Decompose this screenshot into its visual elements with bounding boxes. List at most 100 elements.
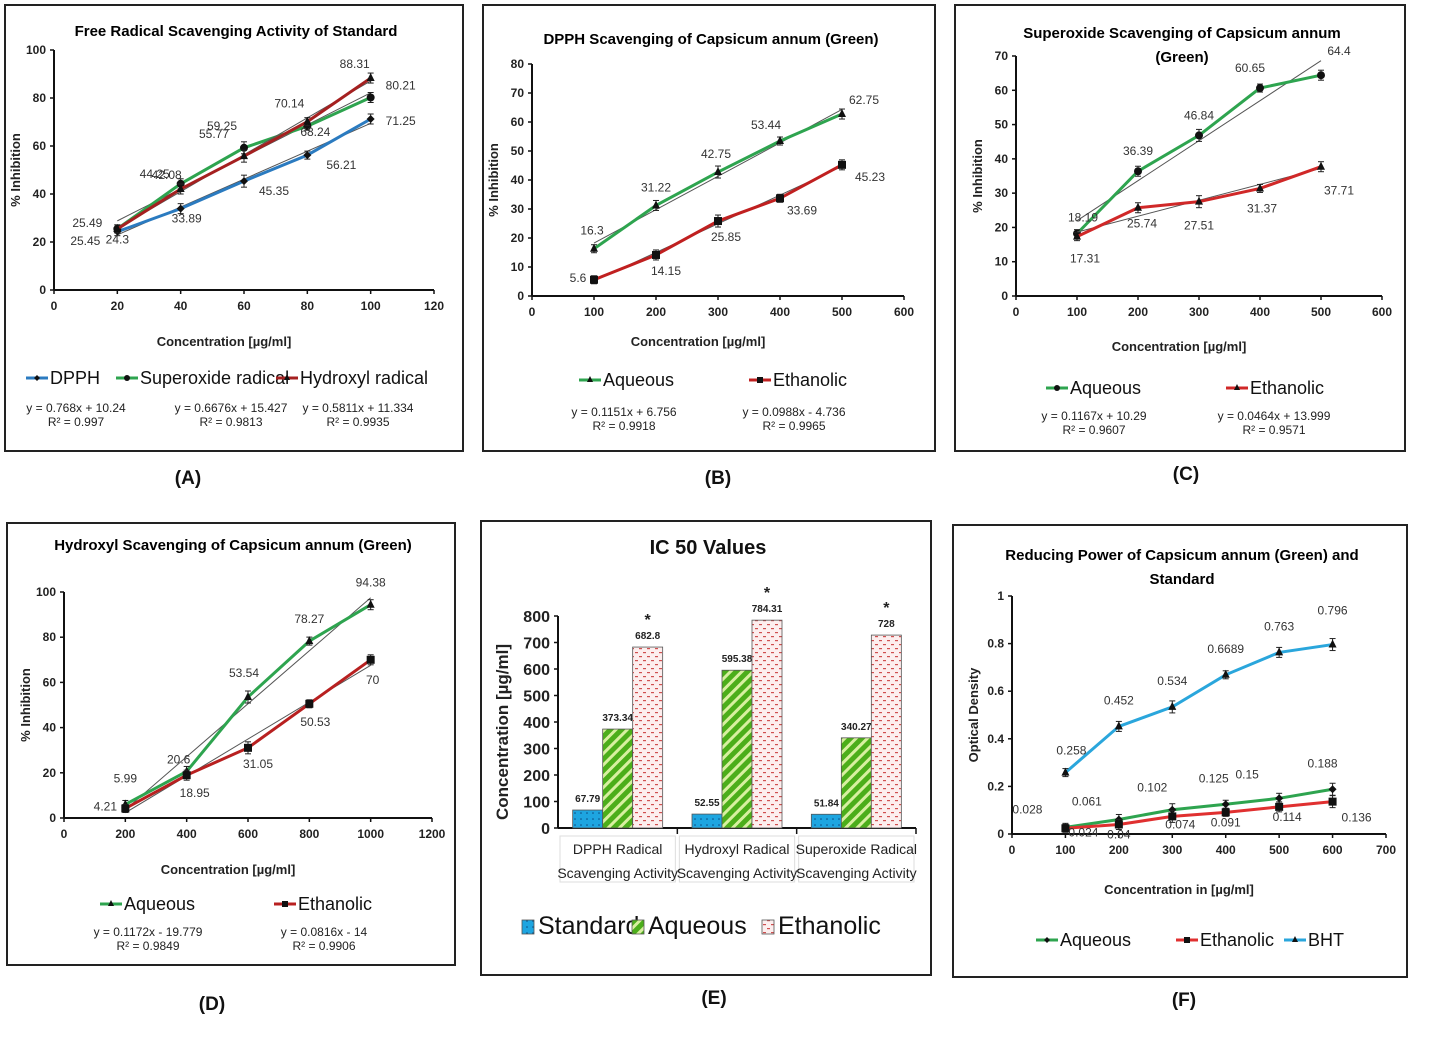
x-axis-label: Concentration [µg/ml]	[631, 334, 766, 349]
data-point	[1317, 71, 1325, 80]
x-tick-label: 100	[1055, 843, 1075, 857]
y-tick-label: 600	[523, 662, 550, 679]
data-point	[1114, 721, 1123, 730]
y-axis-label: % Inhibition	[18, 668, 33, 742]
y-tick-label: 10	[511, 260, 525, 274]
data-label: 5.99	[114, 771, 138, 785]
trend-equation: y = 0.1167x + 10.29	[1041, 409, 1147, 423]
y-tick-label: 0.8	[987, 637, 1004, 651]
data-label: 4.21	[94, 799, 118, 813]
data-point	[1073, 231, 1081, 240]
trend-equation: y = 0.5811x + 11.334	[303, 401, 414, 415]
legend-label: DPPH	[50, 368, 100, 388]
significance-asterisk: *	[645, 612, 652, 629]
x-tick-label: 120	[424, 299, 444, 313]
x-tick-label: 20	[111, 299, 125, 313]
data-label: 25.74	[1127, 217, 1157, 231]
legend-label: Ethanolic	[773, 370, 847, 390]
panel-label-f: (F)	[1171, 990, 1197, 1011]
y-tick-label: 1	[997, 589, 1004, 603]
data-label: 0.114	[1273, 810, 1302, 824]
panel-b: DPPH Scavenging of Capsicum annum (Green…	[482, 4, 936, 452]
legend-label: Ethanolic	[1250, 378, 1324, 398]
trendline	[125, 597, 371, 811]
y-tick-label: 500	[523, 689, 550, 706]
data-point	[366, 655, 375, 664]
trend-equation: y = 0.6676x + 15.427	[175, 401, 288, 415]
data-label: 0.102	[1137, 781, 1167, 795]
r-squared: R² = 0.9918	[592, 419, 655, 433]
y-tick-label: 60	[511, 115, 525, 129]
data-label: 42.08	[152, 168, 182, 182]
data-label: 0.136	[1342, 811, 1372, 825]
data-label: 24.3	[106, 233, 130, 247]
y-tick-label: 400	[523, 715, 550, 732]
y-tick-label: 60	[43, 675, 57, 689]
data-point	[240, 177, 248, 186]
data-label: 33.69	[787, 203, 817, 217]
data-label: 62.75	[849, 93, 879, 107]
series-line-ethanolic	[1065, 800, 1333, 830]
data-point	[244, 743, 252, 752]
data-point	[366, 93, 375, 102]
x-tick-label: 200	[1128, 305, 1148, 319]
legend-marker	[1292, 936, 1298, 942]
y-tick-label: 50	[995, 118, 1009, 132]
x-tick-label: 400	[177, 827, 197, 841]
data-label: 88.31	[340, 57, 370, 71]
chart-title: Hydroxyl Scavenging of Capsicum annum (G…	[54, 537, 412, 554]
x-axis-label: Concentration [µg/ml]	[157, 334, 292, 349]
y-tick-label: 0	[39, 283, 46, 297]
bar-value-label: 784.31	[752, 604, 783, 615]
data-label: 80.21	[386, 78, 416, 92]
y-tick-label: 200	[523, 768, 550, 785]
data-label: 45.23	[855, 170, 885, 184]
data-point	[776, 194, 784, 203]
legend-marker	[34, 375, 40, 381]
data-label: 0.125	[1199, 771, 1229, 785]
legend-label: Aqueous	[124, 894, 195, 914]
x-tick-label: 100	[584, 305, 604, 319]
bar-value-label: 682.8	[635, 631, 660, 642]
data-label: 0.15	[1235, 767, 1259, 781]
data-label: 31.22	[641, 180, 671, 194]
data-label: 71.25	[386, 114, 416, 128]
data-label: 16.3	[580, 224, 604, 238]
data-label: 70	[366, 673, 380, 687]
y-tick-label: 100	[36, 585, 56, 599]
x-tick-label: 200	[115, 827, 135, 841]
data-point	[590, 275, 598, 284]
r-squared: R² = 0.9965	[762, 419, 825, 433]
legend-label: Aqueous	[603, 370, 674, 390]
chart-title: Free Radical Scavenging Activity of Stan…	[75, 23, 398, 40]
data-label: 0.04	[1107, 827, 1131, 841]
data-point	[652, 200, 660, 209]
y-tick-label: 40	[511, 173, 525, 187]
x-tick-label: 400	[1250, 305, 1270, 319]
legend-marker	[1054, 385, 1060, 391]
legend-label: Aqueous	[1060, 930, 1131, 950]
y-tick-label: 0.6	[987, 684, 1004, 698]
legend-marker	[124, 375, 130, 381]
data-point	[1275, 802, 1284, 811]
bar-standard	[572, 809, 604, 829]
y-tick-label: 10	[995, 255, 1009, 269]
bar-value-label: 595.38	[722, 654, 753, 665]
data-point	[714, 217, 722, 226]
y-tick-label: 300	[523, 742, 550, 759]
legend-marker	[757, 377, 763, 383]
series-line-aqueous	[1065, 787, 1333, 829]
data-label: 33.89	[172, 212, 202, 226]
panel-label-a: (A)	[174, 468, 202, 489]
legend-marker	[284, 374, 290, 380]
y-axis-label: % Inhibition	[970, 139, 985, 213]
bar-ethanolic	[751, 619, 783, 829]
data-point	[1061, 767, 1070, 776]
r-squared: R² = 0.9571	[1242, 423, 1305, 437]
chart-title: Superoxide Scavenging of Capsicum annum	[1023, 25, 1341, 42]
panel-c: Superoxide Scavenging of Capsicum annum (…	[954, 4, 1406, 452]
data-label: 0.534	[1157, 674, 1187, 688]
panel-label-e: (E)	[701, 988, 727, 1009]
legend-label: Aqueous	[648, 912, 747, 940]
x-tick-label: 0	[51, 299, 58, 313]
